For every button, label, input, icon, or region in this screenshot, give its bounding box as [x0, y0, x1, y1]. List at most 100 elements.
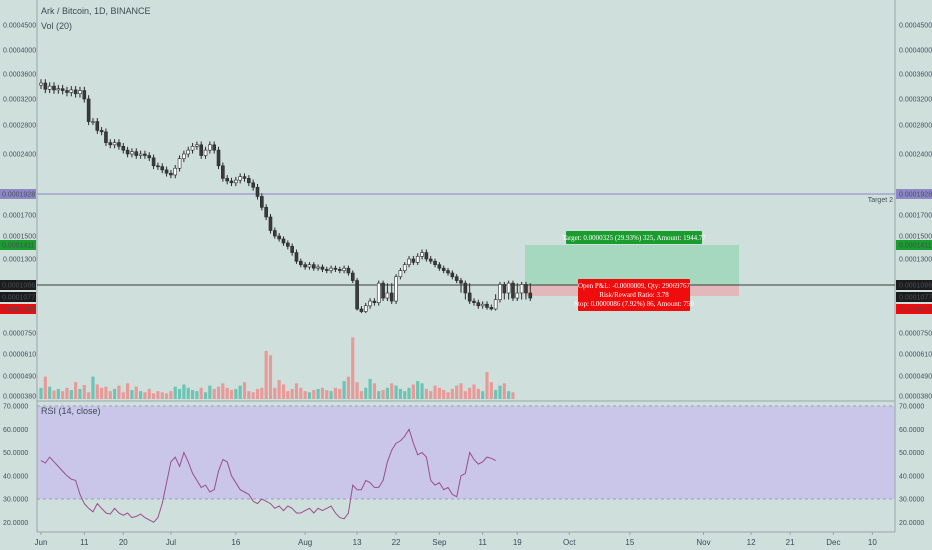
price-axis-ticks: 0.0004500 0.0004500 0.0004000 0.0004000 0.00… [3, 23, 932, 401]
price-tick-right-6: 0.0001700 [899, 213, 932, 220]
candle-body-10 [82, 90, 87, 100]
candle-body-67 [329, 267, 333, 271]
volume-bar-89 [424, 388, 428, 399]
rsi-tick-right-2: 50.0000 [899, 450, 924, 457]
volume-bar-12 [91, 376, 95, 399]
candle-body-39 [208, 144, 212, 151]
candle-body-2 [47, 85, 52, 90]
volume-bar-78 [377, 391, 381, 399]
candle-body-32 [177, 158, 182, 169]
volume-bar-34 [186, 387, 190, 399]
candle-body-51 [260, 196, 264, 208]
candle-body-61 [303, 264, 307, 268]
volume-bar-95 [450, 388, 454, 399]
candle-body-7 [69, 89, 74, 93]
volume-bar-62 [307, 392, 312, 399]
price-tick-left-10: 0.0000610 [3, 352, 36, 359]
candle-body-106 [498, 284, 502, 300]
volume-bar-103 [485, 372, 489, 399]
volume-bar-87 [416, 381, 420, 399]
candle-body-15 [104, 131, 108, 143]
volume-bar-47 [242, 382, 247, 399]
candle-body-27 [156, 165, 160, 168]
volume-bar-99 [468, 387, 472, 399]
time-tick-0: Jun [35, 538, 48, 547]
rsi-tick-right-5: 20.0000 [899, 520, 924, 527]
candle-body-29 [164, 169, 169, 174]
volume-bar-75 [364, 387, 368, 399]
volume-bar-52 [264, 350, 268, 399]
price-tick-left-6: 0.0001700 [3, 213, 36, 220]
price-tick-right-4: 0.0002800 [899, 123, 932, 130]
rsi-tick-left-2: 50.0000 [3, 450, 28, 457]
volume-bar-53 [268, 355, 273, 399]
price-tick-left-8: 0.0001300 [3, 257, 36, 264]
candle-body-23 [138, 153, 143, 156]
volume-bar-69 [338, 388, 342, 399]
candle-body-68 [333, 267, 338, 270]
candle-body-26 [151, 157, 156, 167]
volume-bar-109 [511, 392, 515, 399]
rsi-tick-right-3: 40.0000 [899, 473, 924, 480]
candle-body-57 [286, 242, 290, 247]
volume-bar-37 [199, 387, 203, 399]
volume-bar-20 [126, 383, 130, 399]
volume-bar-9 [78, 388, 82, 399]
candle-body-46 [238, 176, 242, 181]
volume-bar-81 [390, 383, 394, 399]
candle-body-95 [450, 272, 455, 278]
time-tick-16: Dec [826, 538, 840, 547]
time-tick-3: Jul [166, 538, 176, 547]
candle-body-13 [95, 121, 100, 131]
candle-body-73 [355, 280, 359, 310]
candle-body-47 [242, 176, 247, 179]
stop-label: Stop: 0.0000086 (7.92%) 86, Amount: 750 [574, 300, 694, 308]
volume-bar-39 [208, 385, 212, 399]
volume-bar-49 [251, 392, 255, 399]
price-tick-right-9: 0.0000750 [899, 331, 932, 338]
price-tick-right-2: 0.0003600 [899, 72, 932, 79]
volume-bar-104 [489, 382, 493, 399]
price-tick-right-8: 0.0001300 [899, 257, 932, 264]
price-tick-right-0: 0.0004500 [899, 23, 932, 30]
time-tick-1: 11 [80, 538, 89, 547]
rsi-tick-left-5: 20.0000 [3, 520, 28, 527]
volume-bar-88 [420, 383, 424, 399]
candle-body-82 [394, 276, 398, 302]
volume-bar-8 [74, 382, 78, 399]
price-tags: 0.0001928 0.0001928 0.0001411 0.0001411 0.00… [0, 189, 932, 314]
price-tag-left-bg-4 [0, 304, 36, 314]
target-2-label: Target 2 [868, 197, 893, 204]
candle-body-58 [290, 246, 294, 253]
rsi-tick-left-4: 30.0000 [3, 497, 28, 504]
rsi-axis-ticks: 70.0000 70.0000 60.0000 60.0000 50.0000 50.00… [3, 404, 924, 527]
open-pnl-box[interactable]: Open P&L: -0.0000009, Qty: 29069767 Risk… [574, 279, 694, 311]
candle-body-42 [221, 165, 225, 179]
target-zone[interactable] [525, 245, 739, 285]
target-label-box[interactable]: Target: 0.0000325 (29.93%) 325, Amount: … [562, 231, 706, 244]
candle-body-104 [489, 307, 494, 310]
candle-body-36 [195, 144, 199, 147]
candle-body-108 [506, 282, 511, 294]
candle-body-102 [480, 303, 485, 307]
price-tick-left-11: 0.0000490 [3, 374, 36, 381]
price-tick-left-2: 0.0003600 [3, 72, 36, 79]
candle-body-65 [320, 266, 325, 270]
volume-bar-22 [134, 386, 138, 399]
volume-bar-29 [164, 393, 169, 399]
candle-body-107 [502, 284, 507, 294]
volume-bar-23 [138, 391, 143, 399]
candle-body-5 [60, 88, 65, 91]
volume-bar-66 [325, 390, 329, 399]
candle-body-17 [112, 142, 117, 146]
volume-bar-35 [190, 390, 195, 399]
candle-body-34 [186, 149, 191, 155]
candle-body-79 [381, 282, 385, 299]
candle-body-100 [472, 300, 476, 303]
volume-label: Vol (20) [41, 21, 72, 31]
candle-body-64 [316, 266, 320, 269]
volume-bar-25 [147, 388, 151, 399]
price-tick-right-5: 0.0002400 [899, 152, 932, 159]
price-tag-left-bg-0 [0, 189, 36, 199]
